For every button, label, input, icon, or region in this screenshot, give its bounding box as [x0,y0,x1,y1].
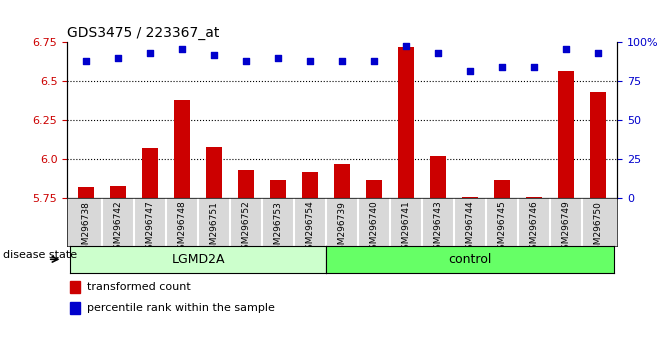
Bar [334,164,350,198]
Text: control: control [448,253,492,266]
Bar [270,179,287,198]
Bar [70,302,81,314]
Point [337,58,348,64]
Point [241,58,252,64]
Text: GSM296751: GSM296751 [210,201,219,256]
Text: GSM296747: GSM296747 [146,201,155,255]
Point [305,58,315,64]
Text: GSM296745: GSM296745 [498,201,507,255]
Text: GSM296744: GSM296744 [466,201,474,255]
Text: GSM296752: GSM296752 [242,201,251,255]
Point [401,43,411,48]
Point [529,64,539,70]
Bar [430,156,446,198]
Bar [302,172,318,198]
Point [369,58,380,64]
Bar [238,170,254,198]
Point [145,51,156,56]
Text: GSM296742: GSM296742 [114,201,123,255]
Text: disease state: disease state [3,250,77,260]
Text: GSM296749: GSM296749 [562,201,570,255]
Bar [110,186,126,198]
Text: percentile rank within the sample: percentile rank within the sample [87,303,275,313]
Bar [494,179,510,198]
Point [113,55,123,61]
Text: GSM296739: GSM296739 [338,201,347,256]
Point [592,51,603,56]
Bar [206,147,222,198]
Bar [526,197,542,198]
Point [209,52,219,58]
Point [273,55,284,61]
Text: GSM296746: GSM296746 [529,201,539,255]
Text: GSM296738: GSM296738 [82,201,91,256]
Text: GSM296748: GSM296748 [178,201,187,255]
Point [465,68,476,73]
Text: LGMD2A: LGMD2A [172,253,225,266]
Bar [398,47,414,198]
Text: GSM296743: GSM296743 [433,201,443,255]
Text: GSM296741: GSM296741 [402,201,411,255]
Bar [366,179,382,198]
Bar [558,70,574,198]
Bar [70,281,81,293]
Point [497,64,507,70]
Point [81,58,92,64]
Bar [142,148,158,198]
Text: GSM296754: GSM296754 [306,201,315,255]
Text: transformed count: transformed count [87,282,191,292]
Text: GDS3475 / 223367_at: GDS3475 / 223367_at [67,26,219,40]
Text: GSM296753: GSM296753 [274,201,282,256]
Bar [79,187,95,198]
Text: GSM296750: GSM296750 [594,201,603,256]
Bar [462,197,478,198]
Point [177,46,188,52]
Point [561,46,572,52]
Text: GSM296740: GSM296740 [370,201,378,255]
Bar [174,100,191,198]
Bar [590,92,606,198]
Point [433,51,444,56]
